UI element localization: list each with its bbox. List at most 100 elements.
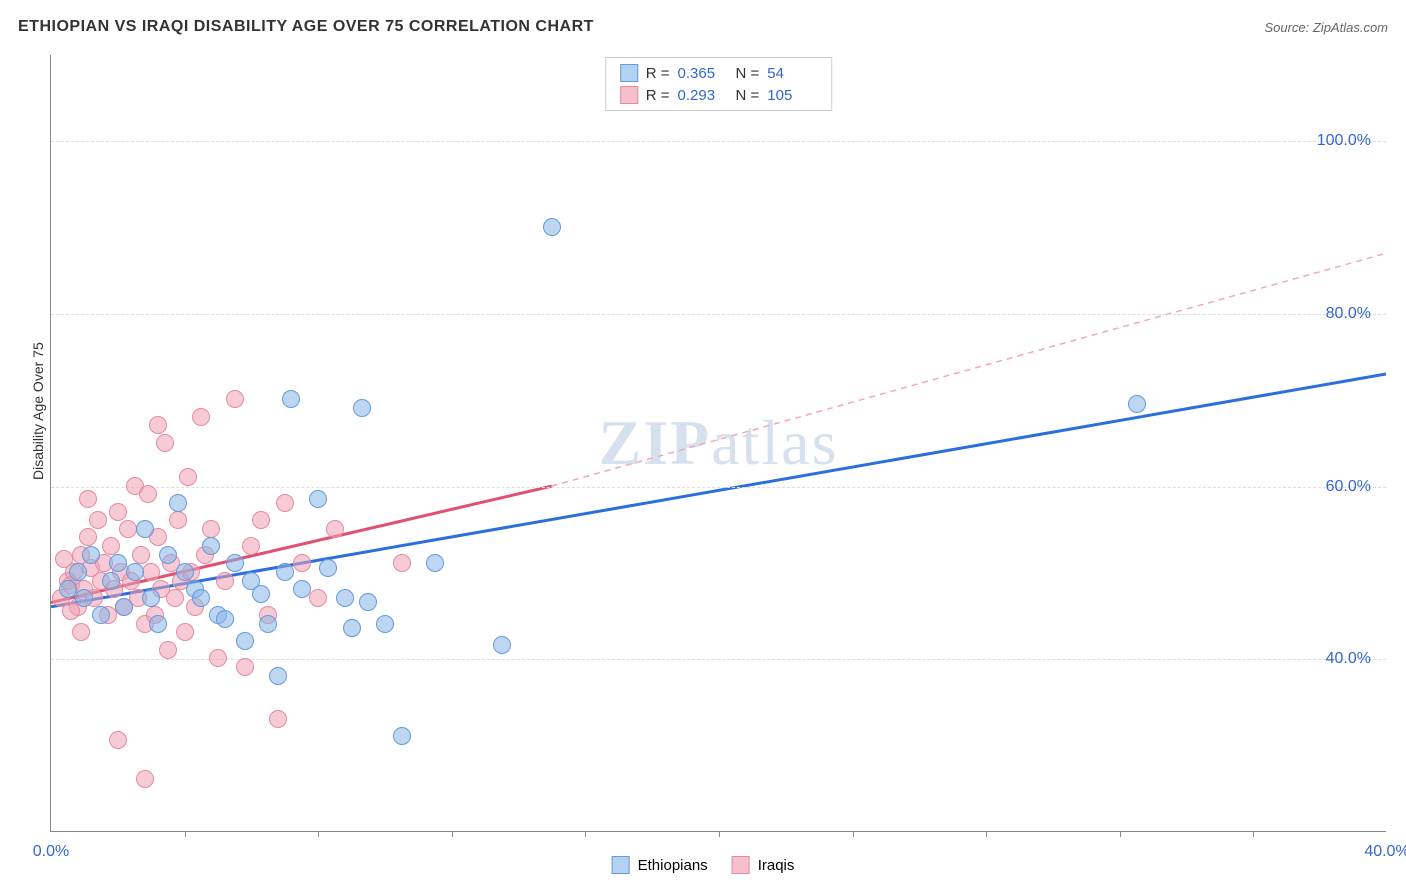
scatter-point [209, 649, 227, 667]
scatter-point [102, 537, 120, 555]
scatter-point [252, 585, 270, 603]
scatter-point [79, 490, 97, 508]
scatter-point [1128, 395, 1146, 413]
stats-row: R = 0.293 N = 105 [620, 84, 818, 106]
scatter-point [343, 619, 361, 637]
scatter-point [319, 559, 337, 577]
scatter-point [126, 563, 144, 581]
x-minor-tick [719, 831, 720, 837]
scatter-point [216, 610, 234, 628]
scatter-point [159, 641, 177, 659]
gridline-horizontal [51, 314, 1386, 315]
scatter-point [493, 636, 511, 654]
scatter-point [192, 408, 210, 426]
stats-n-label: N = [736, 87, 760, 104]
chart-container: ETHIOPIAN VS IRAQI DISABILITY AGE OVER 7… [0, 0, 1406, 892]
scatter-point [179, 468, 197, 486]
scatter-point [236, 632, 254, 650]
stats-r-label: R = [646, 65, 670, 82]
scatter-point [202, 537, 220, 555]
scatter-point [109, 731, 127, 749]
scatter-point [82, 546, 100, 564]
legend-swatch [620, 64, 638, 82]
y-tick-label: 100.0% [1317, 132, 1371, 150]
legend-item: Iraqis [732, 856, 795, 874]
trend-line-dashed [552, 253, 1386, 486]
scatter-point [269, 710, 287, 728]
scatter-point [543, 218, 561, 236]
x-minor-tick [185, 831, 186, 837]
scatter-point [252, 511, 270, 529]
scatter-point [326, 520, 344, 538]
stats-r-label: R = [646, 87, 670, 104]
x-tick-label: 40.0% [1364, 843, 1406, 861]
watermark: ZIPatlas [599, 406, 839, 480]
chart-title: ETHIOPIAN VS IRAQI DISABILITY AGE OVER 7… [18, 18, 594, 36]
scatter-point [149, 615, 167, 633]
scatter-point [336, 589, 354, 607]
x-tick-label: 0.0% [33, 843, 69, 861]
title-bar: ETHIOPIAN VS IRAQI DISABILITY AGE OVER 7… [18, 18, 1388, 36]
legend-label: Ethiopians [638, 857, 708, 874]
scatter-point [236, 658, 254, 676]
stats-r-value: 0.293 [678, 87, 728, 104]
scatter-point [142, 563, 160, 581]
scatter-point [69, 563, 87, 581]
scatter-point [166, 589, 184, 607]
scatter-point [142, 589, 160, 607]
plot-area: ZIPatlas R = 0.365 N = 54 R = 0.293 N = 105 40.… [50, 55, 1386, 832]
scatter-point [202, 520, 220, 538]
y-axis-label: Disability Age Over 75 [30, 342, 46, 480]
scatter-point [92, 606, 110, 624]
scatter-point [293, 580, 311, 598]
scatter-point [119, 520, 137, 538]
legend-label: Iraqis [758, 857, 795, 874]
scatter-point [109, 503, 127, 521]
scatter-point [109, 554, 127, 572]
legend-item: Ethiopians [612, 856, 708, 874]
stats-r-value: 0.365 [678, 65, 728, 82]
scatter-point [242, 537, 260, 555]
scatter-point [353, 399, 371, 417]
y-tick-label: 40.0% [1326, 650, 1371, 668]
scatter-point [102, 572, 120, 590]
source-label: Source: ZipAtlas.com [1264, 20, 1388, 35]
bottom-legend: Ethiopians Iraqis [612, 856, 795, 874]
scatter-point [309, 589, 327, 607]
scatter-point [393, 727, 411, 745]
scatter-point [276, 563, 294, 581]
legend-swatch [620, 86, 638, 104]
scatter-point [216, 572, 234, 590]
scatter-point [132, 546, 150, 564]
scatter-point [192, 589, 210, 607]
scatter-point [359, 593, 377, 611]
scatter-point [269, 667, 287, 685]
scatter-point [169, 494, 187, 512]
stats-box: R = 0.365 N = 54 R = 0.293 N = 105 [605, 57, 833, 111]
scatter-point [176, 623, 194, 641]
y-tick-label: 60.0% [1326, 478, 1371, 496]
scatter-point [276, 494, 294, 512]
scatter-point [293, 554, 311, 572]
stats-n-label: N = [736, 65, 760, 82]
x-minor-tick [585, 831, 586, 837]
scatter-point [136, 520, 154, 538]
scatter-point [226, 554, 244, 572]
stats-n-value: 54 [767, 65, 817, 82]
scatter-point [176, 563, 194, 581]
gridline-horizontal [51, 487, 1386, 488]
scatter-point [159, 546, 177, 564]
scatter-point [309, 490, 327, 508]
scatter-point [139, 485, 157, 503]
scatter-point [75, 589, 93, 607]
scatter-point [79, 528, 97, 546]
x-minor-tick [1120, 831, 1121, 837]
scatter-point [59, 580, 77, 598]
scatter-point [149, 416, 167, 434]
scatter-point [426, 554, 444, 572]
stats-n-value: 105 [767, 87, 817, 104]
x-minor-tick [318, 831, 319, 837]
scatter-point [72, 623, 90, 641]
scatter-point [282, 390, 300, 408]
scatter-point [393, 554, 411, 572]
